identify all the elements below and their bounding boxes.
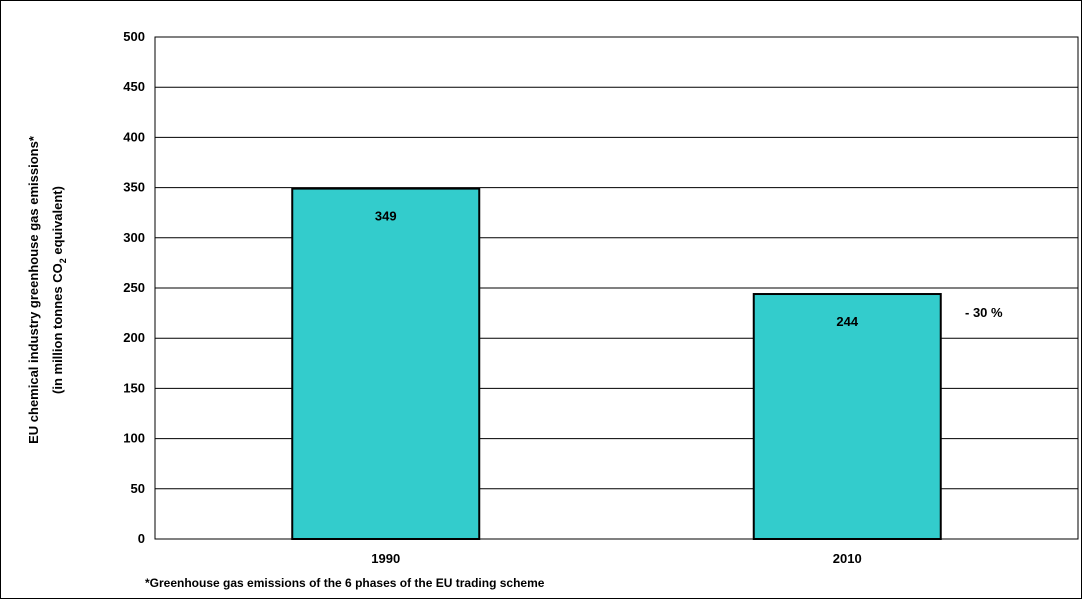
data-label-2010: 244 (836, 314, 858, 329)
y-tick-label: 50 (131, 481, 145, 496)
data-label-1990: 349 (375, 209, 397, 224)
bar-2010 (752, 293, 942, 540)
y-tick-label: 150 (123, 380, 145, 395)
y-tick-label: 300 (123, 230, 145, 245)
x-tick-labels: 1990 2010 (371, 551, 861, 566)
y-tick-label: 0 (138, 531, 145, 546)
y-axis-label-line1: EU chemical industry greenhouse gas emis… (26, 135, 41, 444)
y-tick-label: 500 (123, 29, 145, 44)
y-axis-label-line2-post: equivalent) (50, 186, 65, 258)
bar-1990 (291, 187, 481, 540)
x-tick-label-1990: 1990 (371, 551, 400, 566)
y-axis-label-line2-pre: (in million tonnes CO (50, 263, 65, 394)
y-axis-label-line2: (in million tonnes CO2 equivalent) (50, 186, 68, 394)
data-labels: 349 244 (375, 209, 859, 329)
y-tick-label: 200 (123, 330, 145, 345)
bars (291, 187, 942, 540)
y-tick-label: 350 (123, 180, 145, 195)
y-tick-label: 100 (123, 431, 145, 446)
y-tick-label: 250 (123, 280, 145, 295)
y-tick-label: 450 (123, 79, 145, 94)
y-tick-labels: 0 50 100 150 200 250 300 350 400 450 500 (123, 29, 145, 546)
x-tick-label-2010: 2010 (833, 551, 862, 566)
footnote: *Greenhouse gas emissions of the 6 phase… (145, 576, 545, 590)
y-axis-label-line2-sub: 2 (58, 258, 68, 263)
y-tick-label: 400 (123, 129, 145, 144)
plot-area-border (154, 36, 1079, 540)
reduction-annotation: - 30 % (965, 305, 1003, 320)
